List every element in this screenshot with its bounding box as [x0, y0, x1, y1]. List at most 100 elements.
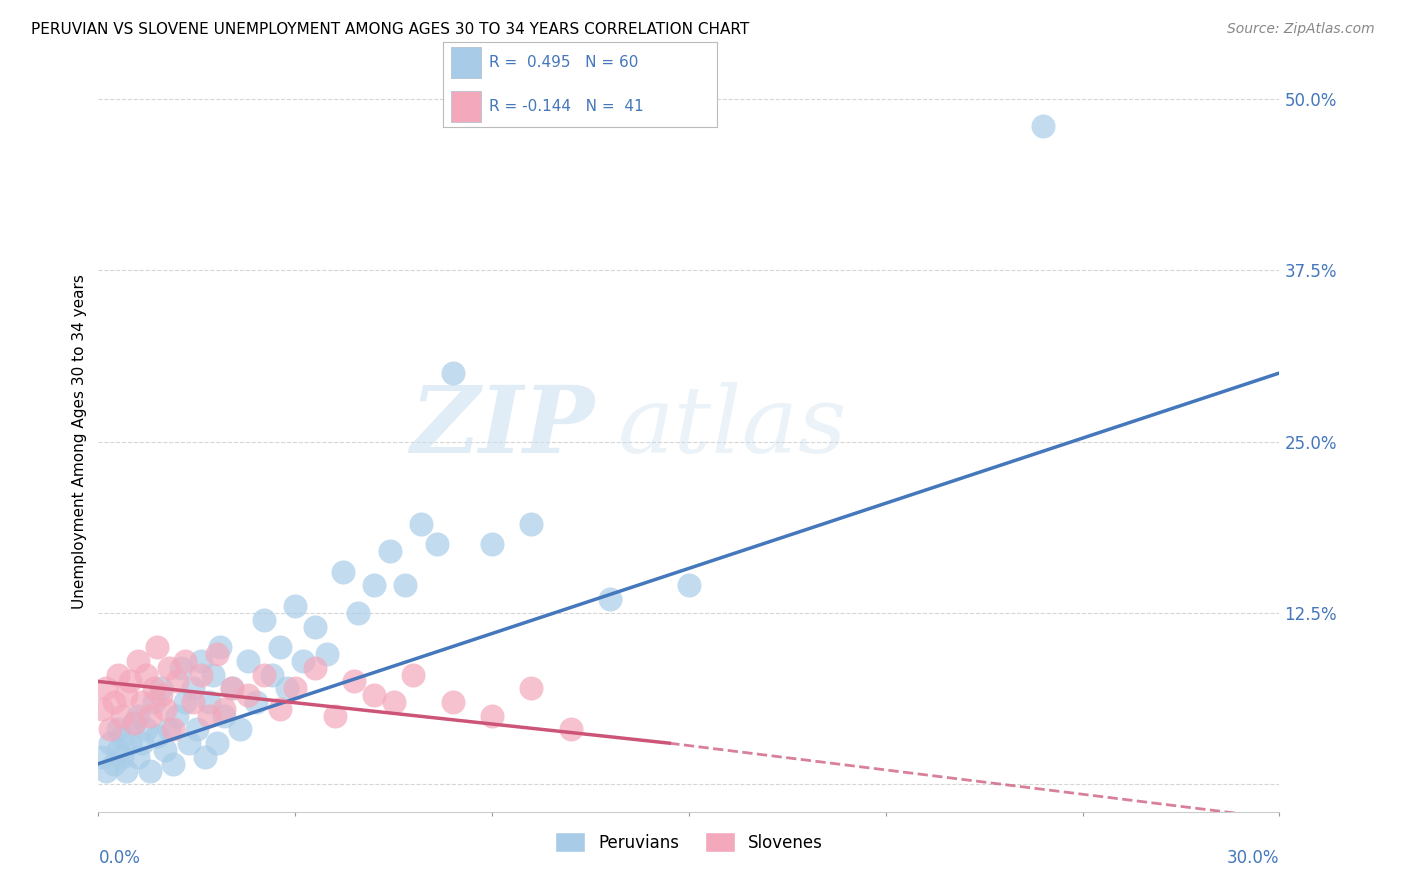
Point: [304, 661, 326, 675]
Point: [214, 708, 236, 723]
Point: [122, 715, 145, 730]
Text: R =  0.495   N = 60: R = 0.495 N = 60: [489, 55, 638, 70]
Point: [162, 723, 184, 737]
Point: [181, 681, 204, 696]
Point: [394, 578, 416, 592]
Point: [201, 667, 224, 681]
Point: [107, 743, 129, 757]
Point: [205, 647, 228, 661]
Text: atlas: atlas: [619, 382, 848, 472]
Point: [363, 578, 385, 592]
Point: [194, 750, 217, 764]
Point: [118, 736, 141, 750]
Point: [157, 661, 180, 675]
Point: [138, 708, 160, 723]
Point: [441, 695, 464, 709]
Point: [181, 695, 204, 709]
Point: [131, 736, 153, 750]
Point: [221, 681, 243, 696]
Point: [323, 708, 346, 723]
Point: [402, 667, 425, 681]
Point: [378, 544, 401, 558]
Point: [157, 723, 180, 737]
Point: [260, 667, 283, 681]
Point: [382, 695, 405, 709]
Point: [174, 695, 197, 709]
Text: 30.0%: 30.0%: [1227, 849, 1279, 867]
Point: [150, 688, 173, 702]
Point: [343, 674, 366, 689]
Text: 0.0%: 0.0%: [98, 849, 141, 867]
Point: [127, 654, 149, 668]
Point: [111, 750, 134, 764]
Point: [155, 702, 177, 716]
Point: [98, 723, 121, 737]
Point: [142, 695, 165, 709]
Point: [111, 729, 134, 743]
Point: [520, 681, 543, 696]
Point: [166, 708, 188, 723]
Text: ZIP: ZIP: [411, 382, 595, 472]
Point: [214, 702, 236, 716]
Point: [221, 681, 243, 696]
Point: [174, 654, 197, 668]
Point: [186, 723, 208, 737]
Point: [166, 674, 188, 689]
Point: [678, 578, 700, 592]
Point: [162, 756, 184, 771]
Point: [292, 654, 315, 668]
Point: [229, 723, 252, 737]
Point: [441, 366, 464, 380]
Point: [115, 764, 138, 778]
Point: [197, 695, 219, 709]
Point: [236, 688, 259, 702]
Point: [115, 688, 138, 702]
Point: [236, 654, 259, 668]
Point: [122, 715, 145, 730]
Bar: [451, 47, 481, 78]
Point: [284, 599, 307, 613]
Point: [98, 736, 121, 750]
Point: [127, 708, 149, 723]
Point: [411, 516, 433, 531]
Point: [284, 681, 307, 696]
Point: [177, 736, 200, 750]
Point: [276, 681, 298, 696]
Point: [304, 619, 326, 633]
Point: [107, 667, 129, 681]
Point: [135, 723, 157, 737]
Point: [560, 723, 582, 737]
Point: [481, 537, 503, 551]
Point: [107, 723, 129, 737]
Point: [332, 565, 354, 579]
Point: [253, 613, 276, 627]
Point: [131, 695, 153, 709]
Point: [118, 674, 141, 689]
Point: [205, 736, 228, 750]
Point: [142, 681, 165, 696]
Point: [347, 606, 370, 620]
Point: [103, 756, 125, 771]
Point: [363, 688, 385, 702]
Point: [520, 516, 543, 531]
Point: [96, 764, 118, 778]
Point: [245, 695, 267, 709]
Point: [190, 654, 212, 668]
Point: [155, 743, 177, 757]
Point: [269, 640, 291, 655]
Legend: Peruvians, Slovenes: Peruvians, Slovenes: [548, 825, 830, 859]
Point: [146, 640, 169, 655]
Point: [150, 681, 173, 696]
Point: [146, 729, 169, 743]
Point: [197, 708, 219, 723]
Text: PERUVIAN VS SLOVENE UNEMPLOYMENT AMONG AGES 30 TO 34 YEARS CORRELATION CHART: PERUVIAN VS SLOVENE UNEMPLOYMENT AMONG A…: [31, 22, 749, 37]
Point: [269, 702, 291, 716]
Point: [111, 708, 134, 723]
Point: [253, 667, 276, 681]
Point: [91, 702, 114, 716]
Point: [135, 667, 157, 681]
Point: [170, 661, 193, 675]
Text: Source: ZipAtlas.com: Source: ZipAtlas.com: [1227, 22, 1375, 37]
Point: [209, 640, 232, 655]
Y-axis label: Unemployment Among Ages 30 to 34 years: Unemployment Among Ages 30 to 34 years: [72, 274, 87, 609]
